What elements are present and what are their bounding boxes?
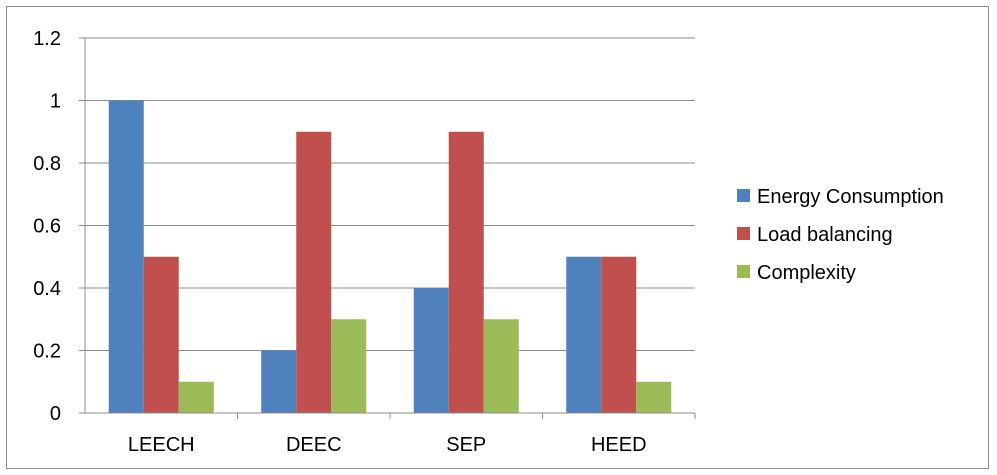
- y-tick-label: 0.8: [33, 153, 61, 175]
- y-tick-labels: 0 0.2 0.4 0.6 0.8 1 1.2: [33, 28, 61, 425]
- x-category-labels: LEECH DEEC SEP HEED: [128, 434, 647, 456]
- legend-label: Energy Consumption: [757, 186, 944, 208]
- legend-swatch: [737, 227, 750, 240]
- bar-energy-consumption-heed: [566, 256, 602, 413]
- y-tick-label: 0.6: [33, 216, 61, 238]
- y-tick-label: 0.4: [33, 278, 61, 300]
- legend-label: Load balancing: [757, 224, 893, 246]
- bar-complexity-deec: [331, 319, 367, 413]
- y-tick-label: 0: [50, 403, 61, 425]
- x-category-label: SEP: [446, 434, 486, 456]
- x-category-label: HEED: [591, 434, 647, 456]
- bar-complexity-heed: [636, 381, 672, 413]
- bar-energy-consumption-sep: [413, 288, 449, 413]
- y-tick-label: 0.2: [33, 341, 61, 363]
- bar-energy-consumption-deec: [261, 350, 297, 413]
- x-category-label: DEEC: [286, 434, 342, 456]
- bar-load-balancing-sep: [448, 131, 484, 413]
- legend: Energy Consumption Load balancing Complexi…: [737, 186, 944, 284]
- axes: [79, 37, 696, 419]
- bar-energy-consumption-leech: [108, 100, 144, 413]
- y-tick-label: 1.2: [33, 28, 61, 50]
- bar-load-balancing-leech: [143, 256, 179, 413]
- legend-swatch: [737, 189, 750, 202]
- bar-load-balancing-deec: [296, 131, 332, 413]
- bar-complexity-sep: [483, 319, 519, 413]
- y-tick-label: 1: [50, 91, 61, 113]
- x-category-label: LEECH: [128, 434, 195, 456]
- legend-swatch: [737, 265, 750, 278]
- bars: [108, 100, 672, 413]
- bar-complexity-leech: [178, 381, 214, 413]
- bar-load-balancing-heed: [601, 256, 637, 413]
- legend-label: Complexity: [757, 262, 856, 284]
